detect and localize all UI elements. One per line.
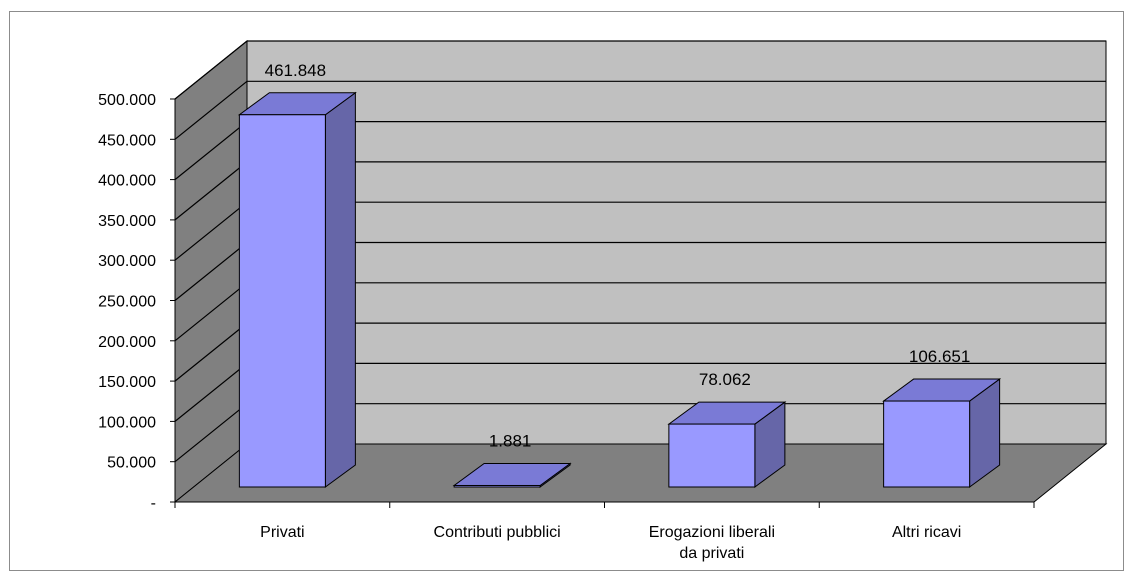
- y-tick-label: 400.000: [98, 173, 156, 190]
- gridline: [174, 80, 1106, 140]
- y-tick-label: 200.000: [98, 334, 156, 351]
- y-tick-label: 50.000: [107, 455, 156, 472]
- x-tick-label: Altri ricavi: [892, 524, 961, 541]
- y-tick-label: -: [151, 495, 156, 512]
- bar-front: [453, 484, 541, 488]
- bar: [237, 91, 357, 488]
- y-tick-label: 150.000: [98, 374, 156, 391]
- bar: [667, 401, 787, 488]
- y-tick-label: 450.000: [98, 132, 156, 149]
- bar: [452, 462, 572, 488]
- x-tick-label: Contributi pubblici: [434, 524, 561, 541]
- data-label: 78.062: [699, 370, 751, 389]
- y-tick-label: 100.000: [98, 414, 156, 431]
- data-label: 1.881: [489, 431, 532, 450]
- bar-front: [883, 400, 971, 488]
- data-label: 106.651: [909, 347, 970, 366]
- x-tick-label: da privati: [679, 545, 744, 562]
- bar: [882, 378, 1002, 488]
- x-tick-label: Erogazioni liberali: [649, 524, 775, 541]
- bar-front: [668, 423, 756, 488]
- bar-front: [238, 114, 326, 488]
- y-tick-label: 250.000: [98, 294, 156, 311]
- y-tick-label: 300.000: [98, 253, 156, 270]
- bar-side: [324, 91, 356, 488]
- y-tick-label: 350.000: [98, 213, 156, 230]
- data-label: 461.848: [265, 61, 326, 80]
- x-tick-label: Privati: [260, 524, 304, 541]
- y-tick-label: 500.000: [98, 92, 156, 109]
- gridline: [174, 40, 1106, 100]
